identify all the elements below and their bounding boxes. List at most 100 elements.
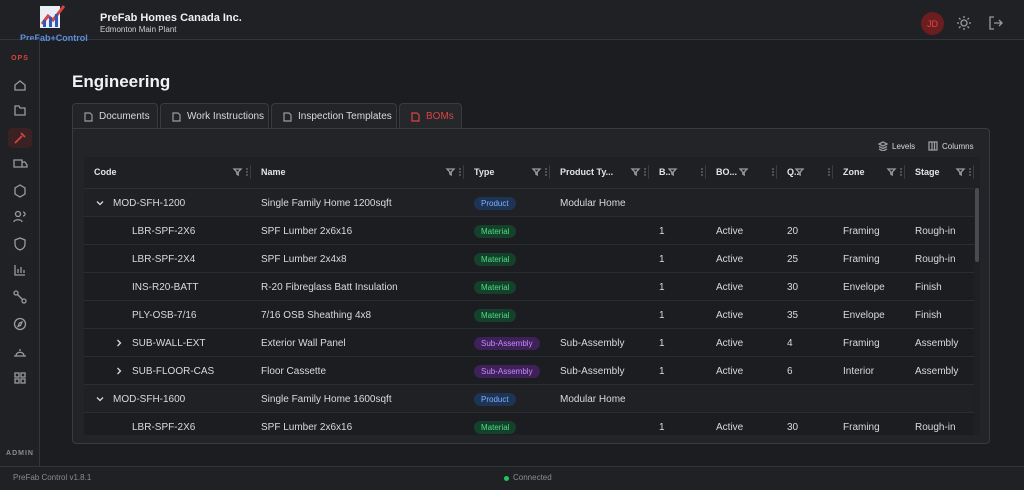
row-toggle[interactable] <box>96 199 104 207</box>
table-header: Code Name Type Product Ty... B.. BO... Q.. Zone… <box>84 157 980 188</box>
cell: Product <box>474 189 516 217</box>
column-actions[interactable] <box>668 167 708 177</box>
cell: 1 <box>659 273 665 301</box>
theme-toggle[interactable] <box>957 16 971 30</box>
nav-shipping[interactable] <box>13 159 28 168</box>
nav-apps[interactable] <box>14 372 26 384</box>
cell-text: Single Family Home 1200sqft <box>261 197 392 209</box>
cell: 1 <box>659 413 665 435</box>
tab[interactable]: Documents <box>72 103 158 129</box>
tab-label: Work Instructions <box>187 111 265 122</box>
logout-button[interactable] <box>989 16 1003 30</box>
cell: Modular Home <box>560 189 626 217</box>
cell: SUB-FLOOR-CAS <box>132 357 214 385</box>
table-row: MOD-SFH-1200 Single Family Home 1200sqft P… <box>84 188 974 216</box>
column-divider <box>973 165 974 179</box>
tab[interactable]: BOMs <box>399 103 462 129</box>
column-actions[interactable] <box>936 167 976 177</box>
column-actions[interactable] <box>426 167 466 177</box>
column-actions[interactable] <box>739 167 779 177</box>
column-header[interactable]: BO... <box>716 167 738 177</box>
column-actions[interactable] <box>512 167 552 177</box>
cell: Material <box>474 245 517 273</box>
type-badge: Material <box>474 280 517 294</box>
column-header[interactable]: Zone <box>843 167 865 177</box>
cell-text: 1 <box>659 253 665 265</box>
cell-text: Envelope <box>843 281 885 293</box>
levels-button[interactable]: Levels <box>878 141 915 151</box>
column-divider <box>705 165 706 179</box>
columns-button[interactable]: Columns <box>928 141 974 151</box>
column-header[interactable]: Product Ty... <box>560 167 614 177</box>
nav-folder[interactable] <box>14 105 26 116</box>
logo-text: PreFab+Control <box>20 33 88 43</box>
nav-people[interactable] <box>13 210 26 223</box>
column-header[interactable]: Code <box>94 167 117 177</box>
cell-text: Framing <box>843 225 880 237</box>
cell-text: Sub-Assembly <box>560 365 625 377</box>
cell-text: Finish <box>915 309 942 321</box>
nav-workflow[interactable] <box>13 290 27 304</box>
type-badge: Material <box>474 224 517 238</box>
cell: Rough-in <box>915 217 956 245</box>
cell: Active <box>716 273 743 301</box>
column-actions[interactable] <box>213 167 253 177</box>
nav-inventory[interactable] <box>14 184 26 198</box>
cell-text: LBR-SPF-2X6 <box>132 421 196 433</box>
row-toggle[interactable] <box>96 395 104 403</box>
row-toggle[interactable] <box>115 367 123 375</box>
type-badge: Product <box>474 196 516 210</box>
cell: LBR-SPF-2X6 <box>132 217 195 245</box>
column-actions[interactable] <box>795 167 835 177</box>
cell: Active <box>716 245 743 273</box>
column-header[interactable]: Type <box>474 167 495 177</box>
nav-quality[interactable] <box>14 237 26 251</box>
cell: Floor Cassette <box>261 357 326 385</box>
cell-text: 1 <box>659 365 665 377</box>
row-toggle[interactable] <box>115 339 123 347</box>
cell-text: 35 <box>787 309 799 321</box>
column-header[interactable]: Stage <box>915 167 940 177</box>
cell: Framing <box>843 217 880 245</box>
cell: Material <box>474 413 517 435</box>
table-row: MOD-SFH-1600 Single Family Home 1600sqft P… <box>84 384 974 412</box>
type-badge: Material <box>474 308 517 322</box>
cell: Envelope <box>843 301 885 329</box>
column-actions[interactable] <box>867 167 907 177</box>
sidebar: OPS ADMIN <box>0 40 40 466</box>
cell-text: 6 <box>787 365 793 377</box>
tab[interactable]: Work Instructions <box>160 103 269 129</box>
cell: PLY-OSB-7/16 <box>132 301 196 329</box>
cell: Active <box>716 357 743 385</box>
avatar[interactable]: JD <box>921 12 944 35</box>
cell: Modular Home <box>560 385 626 413</box>
cell-text: 1 <box>659 281 665 293</box>
nav-explore[interactable] <box>13 317 27 331</box>
nav-engineering[interactable] <box>14 132 26 144</box>
tab[interactable]: Inspection Templates <box>271 103 397 129</box>
type-badge: Product <box>474 392 516 406</box>
connection-status: Connected <box>513 473 552 482</box>
cell: R-20 Fibreglass Batt Insulation <box>261 273 398 301</box>
column-header[interactable]: B.. <box>659 167 671 177</box>
column-header[interactable]: Name <box>261 167 286 177</box>
cell-text: Single Family Home 1600sqft <box>261 393 392 405</box>
cell-text: Active <box>716 421 744 433</box>
nav-safety[interactable] <box>14 349 26 357</box>
cell: 4 <box>787 329 793 357</box>
table-row: LBR-SPF-2X6 SPF Lumber 2x6x16 Material 1 Act… <box>84 216 974 244</box>
cell-text: Active <box>716 253 744 265</box>
nav-reports[interactable] <box>14 265 25 276</box>
cell-text: MOD-SFH-1200 <box>113 197 186 209</box>
cell-text: Assembly <box>915 365 959 377</box>
column-header[interactable]: Q.. <box>787 167 800 177</box>
cell-text: SPF Lumber 2x4x8 <box>261 253 347 265</box>
nav-home[interactable] <box>14 80 26 91</box>
cell: Framing <box>843 245 880 273</box>
org-name: PreFab Homes Canada Inc. <box>100 12 242 24</box>
column-actions[interactable] <box>611 167 651 177</box>
column-divider <box>463 165 464 179</box>
logo-icon <box>40 5 66 28</box>
cell: 6 <box>787 357 793 385</box>
